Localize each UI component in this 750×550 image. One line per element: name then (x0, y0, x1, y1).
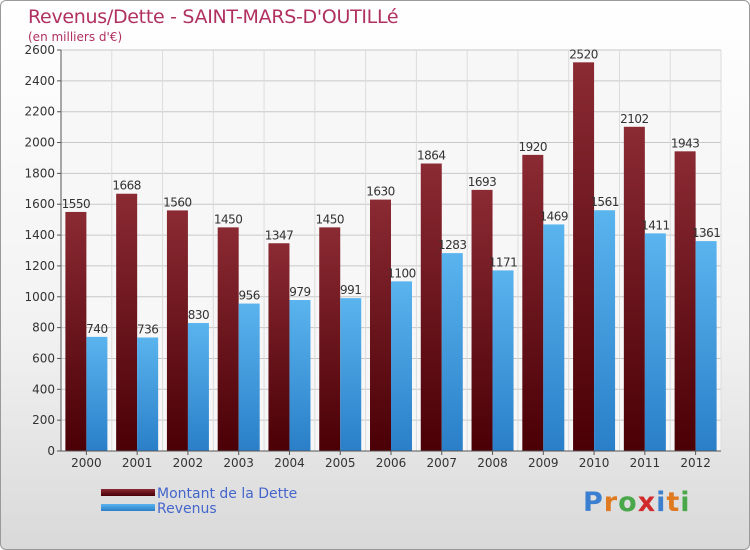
bar-debt (471, 189, 493, 451)
data-label-revenue: 1361 (692, 226, 721, 240)
data-label-debt: 1920 (519, 140, 548, 154)
bar-revenue (391, 281, 412, 451)
logo-letter: o (618, 487, 638, 518)
x-tick-label: 2008 (477, 456, 508, 470)
y-tick-label: 400 (32, 382, 55, 396)
x-tick-label: 2011 (630, 456, 661, 470)
x-tick-label: 2006 (376, 456, 407, 470)
data-label-debt: 2520 (569, 47, 598, 61)
proxiti-logo: Proxiti (583, 487, 691, 518)
data-label-debt: 1560 (163, 195, 192, 209)
bar-revenue (187, 322, 209, 451)
data-label-debt: 1550 (62, 197, 91, 211)
y-tick-label: 800 (32, 321, 55, 335)
bar-debt (65, 211, 87, 451)
bar-revenue (441, 253, 463, 451)
y-tick-label: 1600 (24, 197, 55, 211)
bar-debt (522, 154, 544, 451)
logo-letter: x (637, 487, 657, 518)
x-tick-label: 2002 (173, 456, 204, 470)
legend-swatch-debt (101, 489, 155, 496)
bar-revenue (644, 233, 666, 451)
x-tick-label: 2007 (426, 456, 457, 470)
data-label-debt: 1630 (366, 185, 395, 199)
x-tick-label: 2012 (680, 456, 711, 470)
data-label-revenue: 830 (188, 308, 209, 322)
x-tick-label: 2003 (223, 456, 254, 470)
bar-revenue (543, 224, 565, 451)
bar-revenue (238, 303, 260, 451)
bar-debt (623, 126, 645, 452)
data-label-revenue: 740 (86, 322, 107, 336)
data-label-revenue: 991 (340, 283, 361, 297)
label-layer: 1550 740 1668 736 1560 830 1450 956 1347 979 1450 9… (62, 47, 721, 336)
data-label-revenue: 979 (289, 285, 310, 299)
data-label-revenue: 1411 (641, 218, 670, 232)
y-tick-label: 1400 (24, 228, 55, 242)
bar-debt (166, 210, 188, 451)
bar-debt (370, 199, 391, 451)
data-label-debt: 1693 (468, 175, 497, 189)
bar-debt (674, 151, 696, 451)
x-tick-label: 2004 (274, 456, 305, 470)
bar-layer (65, 62, 717, 452)
bar-revenue (340, 298, 362, 451)
chart-title: Revenus/Dette - SAINT-MARS-D'OUTILLé (28, 6, 399, 28)
bar-revenue (695, 241, 717, 451)
bar-revenue (289, 300, 311, 451)
data-label-debt: 1450 (214, 212, 243, 226)
chart-subtitle: (en milliers d'€) (28, 30, 123, 44)
bar-revenue (137, 337, 159, 451)
data-label-revenue: 1561 (590, 195, 619, 209)
data-label-revenue: 736 (137, 322, 158, 336)
x-tick-label: 2000 (71, 456, 102, 470)
bar-debt (268, 243, 290, 451)
data-label-revenue: 1100 (387, 266, 416, 280)
logo-letter: i (680, 487, 691, 518)
legend-label-debt: Montant de la Dette (157, 486, 298, 502)
y-tick-label: 200 (32, 413, 55, 427)
data-label-debt: 2102 (620, 112, 649, 126)
legend-label-revenue: Revenus (157, 501, 217, 517)
logo-letter: i (656, 487, 667, 518)
x-tick-label: 2009 (528, 456, 559, 470)
data-label-debt: 1668 (112, 179, 141, 193)
data-label-revenue: 1283 (438, 238, 467, 252)
data-label-revenue: 1469 (540, 209, 569, 223)
bar-debt (217, 227, 239, 451)
y-tick-label: 2200 (24, 105, 55, 119)
data-label-debt: 1943 (671, 136, 700, 150)
logo-letter: r (603, 487, 619, 518)
bar-debt (573, 62, 595, 451)
logo-letter: t (666, 487, 681, 518)
y-tick-label: 1800 (24, 166, 55, 180)
x-tick-label: 2005 (325, 456, 356, 470)
data-label-debt: 1347 (265, 228, 294, 242)
bar-debt (319, 227, 341, 451)
y-tick-label: 0 (47, 444, 55, 458)
axis-layer: 0 200 400 600 800 1000 1200 1400 1600 1800 2000 220… (24, 43, 721, 470)
y-tick-label: 1000 (24, 290, 55, 304)
bar-revenue (492, 270, 514, 451)
y-tick-label: 1200 (24, 259, 55, 273)
y-tick-label: 600 (32, 351, 55, 365)
bar-revenue (86, 336, 108, 451)
bar-revenue (594, 210, 616, 451)
legend-swatch-revenue (101, 504, 155, 511)
x-tick-label: 2010 (579, 456, 610, 470)
logo-letter: P (583, 487, 604, 518)
data-label-revenue: 956 (238, 289, 259, 303)
y-tick-label: 2400 (24, 74, 55, 88)
bar-debt (420, 163, 442, 451)
x-tick-label: 2001 (122, 456, 153, 470)
data-label-debt: 1450 (315, 212, 344, 226)
data-label-revenue: 1171 (489, 255, 518, 269)
y-tick-label: 2000 (24, 136, 55, 150)
bar-debt (116, 193, 138, 451)
data-label-debt: 1864 (417, 149, 446, 163)
y-tick-label: 2600 (24, 43, 55, 57)
